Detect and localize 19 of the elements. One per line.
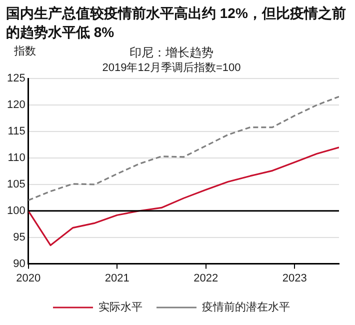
y-tick-label: 125 — [6, 72, 26, 85]
legend-label: 实际水平 — [98, 300, 142, 314]
text: 2019年12月季调后指数=100 — [102, 61, 241, 74]
legend-label: 疫情前的潜在水平 — [202, 300, 290, 314]
y-axis-title: 指数 — [13, 46, 36, 58]
y-tick-label: 115 — [8, 126, 26, 138]
y-tick-label: 90 — [13, 258, 26, 270]
x-tick-label: 2021 — [104, 272, 130, 284]
chart-title: 国内生产总值较疫情前水平高出约 12%，但比疫情之前的趋势水平低 8% — [5, 4, 347, 42]
y-tick-label: 95 — [13, 231, 26, 244]
y-tick-label: 110 — [8, 152, 26, 164]
x-tick-label: 2020 — [16, 272, 41, 284]
y-tick-label: 120 — [6, 99, 26, 112]
x-tick-label: 2022 — [194, 272, 218, 284]
line-series — [28, 96, 339, 202]
chart-subtitle: 印尼：增长趋势 — [130, 46, 214, 60]
y-tick-label: 100 — [6, 204, 26, 217]
y-tick-label: 105 — [6, 178, 26, 190]
x-tick-label: 2023 — [282, 272, 307, 284]
